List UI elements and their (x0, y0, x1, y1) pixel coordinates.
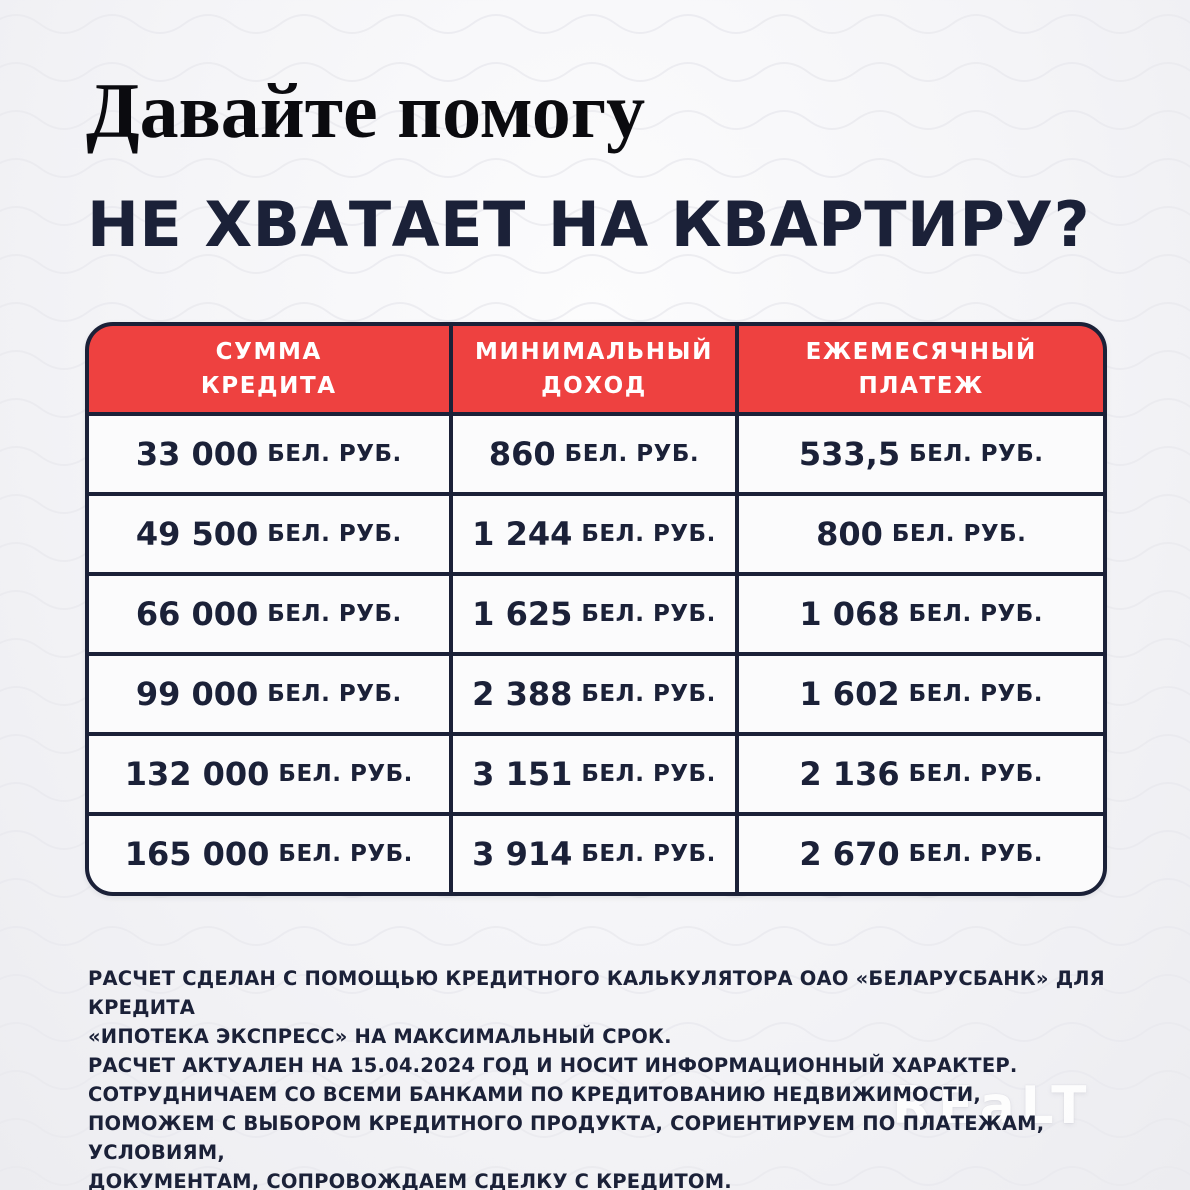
table-cell-credit-sum: 49 500 БЕЛ. РУБ. (89, 496, 449, 572)
table-cell-credit-sum: 99 000 БЕЛ. РУБ. (89, 656, 449, 732)
table-row: 66 000 БЕЛ. РУБ. 1 625 БЕЛ. РУБ. 1 068 БЕЛ.… (89, 576, 1103, 652)
cell-value: 1 244 (472, 515, 573, 553)
cell-value: 33 000 (135, 435, 259, 473)
table-cell-min-income: 860 БЕЛ. РУБ. (452, 416, 736, 492)
table-cell-credit-sum: 33 000 БЕЛ. РУБ. (89, 416, 449, 492)
table-cell-monthly-payment: 533,5 БЕЛ. РУБ. (739, 416, 1103, 492)
cell-unit: БЕЛ. РУБ. (891, 521, 1027, 547)
table-cell-monthly-payment: 2 670 БЕЛ. РУБ. (739, 816, 1103, 892)
disclaimer-line: ДОКУМЕНТАМ, СОПРОВОЖДАЕМ СДЕЛКУ С КРЕДИТ… (88, 1170, 732, 1190)
table-row: 33 000 БЕЛ. РУБ. 860 БЕЛ. РУБ. 533,5 БЕЛ. Р… (89, 416, 1103, 492)
table-cell-min-income: 1 244 БЕЛ. РУБ. (452, 496, 736, 572)
page-subtitle: НЕ ХВАТАЕТ НА КВАРТИРУ? (87, 188, 1091, 261)
disclaimer-line: «ИПОТЕКА ЭКСПРЕСС» НА МАКСИМАЛЬНЫЙ СРОК. (88, 1025, 672, 1049)
table-cell-monthly-payment: 1 068 БЕЛ. РУБ. (739, 576, 1103, 652)
cell-value: 2 670 (799, 835, 900, 873)
table-cell-min-income: 3 914 БЕЛ. РУБ. (452, 816, 736, 892)
table-cell-credit-sum: 66 000 БЕЛ. РУБ. (89, 576, 449, 652)
credit-table: СУММА КРЕДИТА МИНИМАЛЬНЫЙ ДОХОД ЕЖЕМЕСЯЧ… (85, 322, 1107, 896)
table-cell-min-income: 2 388 БЕЛ. РУБ. (452, 656, 736, 732)
cell-value: 132 000 (124, 755, 270, 793)
cell-unit: БЕЛ. РУБ. (908, 841, 1044, 867)
cell-value: 533,5 (798, 435, 901, 473)
table-header-row: СУММА КРЕДИТА МИНИМАЛЬНЫЙ ДОХОД ЕЖЕМЕСЯЧ… (89, 326, 1103, 412)
cell-value: 1 068 (799, 595, 900, 633)
disclaimer-line: ПОМОЖЕМ С ВЫБОРОМ КРЕДИТНОГО ПРОДУКТА, С… (88, 1112, 1045, 1165)
cell-unit: БЕЛ. РУБ. (908, 681, 1044, 707)
cell-unit: БЕЛ. РУБ. (908, 761, 1044, 787)
column-header-monthly-payment: ЕЖЕМЕСЯЧНЫЙ ПЛАТЕЖ (739, 326, 1103, 412)
table-row: 49 500 БЕЛ. РУБ. 1 244 БЕЛ. РУБ. 800 БЕЛ. Р… (89, 496, 1103, 572)
cell-unit: БЕЛ. РУБ. (909, 441, 1044, 467)
table-row: 132 000 БЕЛ. РУБ. 3 151 БЕЛ. РУБ. 2 136 БЕЛ… (89, 736, 1103, 812)
disclaimer-line: РАСЧЕТ СДЕЛАН С ПОМОЩЬЮ КРЕДИТНОГО КАЛЬК… (88, 967, 1105, 1020)
table-cell-min-income: 3 151 БЕЛ. РУБ. (452, 736, 736, 812)
cell-unit: БЕЛ. РУБ. (581, 761, 716, 787)
cell-value: 1 625 (472, 595, 573, 633)
cell-value: 49 500 (135, 515, 259, 553)
disclaimer-line: РАСЧЕТ АКТУАЛЕН НА 15.04.2024 ГОД И НОСИ… (88, 1054, 1018, 1078)
cell-value: 2 136 (799, 755, 900, 793)
cell-unit: БЕЛ. РУБ. (267, 521, 402, 547)
cell-value: 165 000 (124, 835, 270, 873)
cell-unit: БЕЛ. РУБ. (267, 601, 402, 627)
disclaimer-line: СОТРУДНИЧАЕМ СО ВСЕМИ БАНКАМИ ПО КРЕДИТО… (88, 1083, 981, 1107)
cell-value: 860 (488, 435, 556, 473)
cell-value: 2 388 (472, 675, 573, 713)
column-header-credit-sum: СУММА КРЕДИТА (89, 326, 449, 412)
cell-value: 99 000 (135, 675, 259, 713)
cell-unit: БЕЛ. РУБ. (278, 841, 413, 867)
table-cell-monthly-payment: 800 БЕЛ. РУБ. (739, 496, 1103, 572)
cell-value: 1 602 (799, 675, 900, 713)
table-row: 165 000 БЕЛ. РУБ. 3 914 БЕЛ. РУБ. 2 670 БЕЛ… (89, 816, 1103, 892)
table-cell-min-income: 1 625 БЕЛ. РУБ. (452, 576, 736, 652)
cell-unit: БЕЛ. РУБ. (267, 681, 402, 707)
column-header-min-income: МИНИМАЛЬНЫЙ ДОХОД (452, 326, 736, 412)
cell-unit: БЕЛ. РУБ. (581, 681, 716, 707)
cell-value: 3 914 (472, 835, 573, 873)
cell-unit: БЕЛ. РУБ. (581, 521, 716, 547)
table-cell-monthly-payment: 1 602 БЕЛ. РУБ. (739, 656, 1103, 732)
table-row: 99 000 БЕЛ. РУБ. 2 388 БЕЛ. РУБ. 1 602 БЕЛ.… (89, 656, 1103, 732)
disclaimer-text: РАСЧЕТ СДЕЛАН С ПОМОЩЬЮ КРЕДИТНОГО КАЛЬК… (88, 964, 1148, 1190)
cell-unit: БЕЛ. РУБ. (278, 761, 413, 787)
cell-value: 800 (816, 515, 883, 553)
cell-value: 66 000 (135, 595, 259, 633)
cell-unit: БЕЛ. РУБ. (581, 841, 716, 867)
page-title: Давайте помогу (86, 67, 646, 154)
cell-value: 3 151 (472, 755, 573, 793)
table-cell-credit-sum: 165 000 БЕЛ. РУБ. (89, 816, 449, 892)
cell-unit: БЕЛ. РУБ. (267, 441, 402, 467)
cell-unit: БЕЛ. РУБ. (908, 601, 1044, 627)
cell-unit: БЕЛ. РУБ. (581, 601, 716, 627)
cell-unit: БЕЛ. РУБ. (564, 441, 700, 467)
table-cell-monthly-payment: 2 136 БЕЛ. РУБ. (739, 736, 1103, 812)
table-cell-credit-sum: 132 000 БЕЛ. РУБ. (89, 736, 449, 812)
